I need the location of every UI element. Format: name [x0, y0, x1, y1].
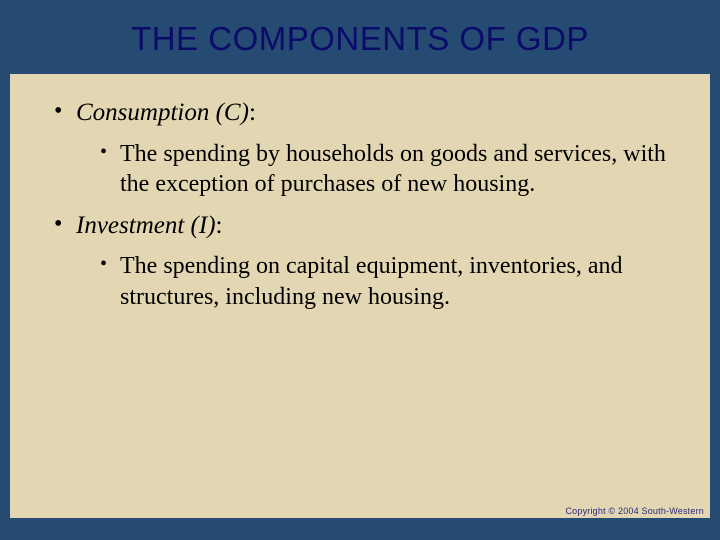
- item-heading: Investment (I): [76, 212, 216, 239]
- gdp-components-slide: THE COMPONENTS OF GDP Consumption (C): T…: [0, 0, 720, 540]
- item-colon: :: [249, 99, 256, 126]
- slide-title: THE COMPONENTS OF GDP: [0, 0, 720, 72]
- slide-content: Consumption (C): The spending by househo…: [10, 74, 710, 334]
- copyright-footer: Copyright © 2004 South-Western: [565, 506, 704, 516]
- slide-outer-border: THE COMPONENTS OF GDP Consumption (C): T…: [0, 0, 720, 540]
- item-heading: Consumption (C): [76, 99, 249, 126]
- list-subitem: The spending by households on goods and …: [96, 139, 680, 199]
- slide-content-panel: Consumption (C): The spending by househo…: [10, 74, 710, 518]
- list-subitem: The spending on capital equipment, inven…: [96, 251, 680, 311]
- bullet-list-level1: Consumption (C): The spending by househo…: [40, 98, 680, 312]
- bullet-list-level2: The spending on capital equipment, inven…: [76, 251, 680, 311]
- list-item: Investment (I): The spending on capital …: [48, 211, 680, 312]
- item-colon: :: [216, 212, 223, 239]
- list-item: Consumption (C): The spending by househo…: [48, 98, 680, 199]
- bullet-list-level2: The spending by households on goods and …: [76, 139, 680, 199]
